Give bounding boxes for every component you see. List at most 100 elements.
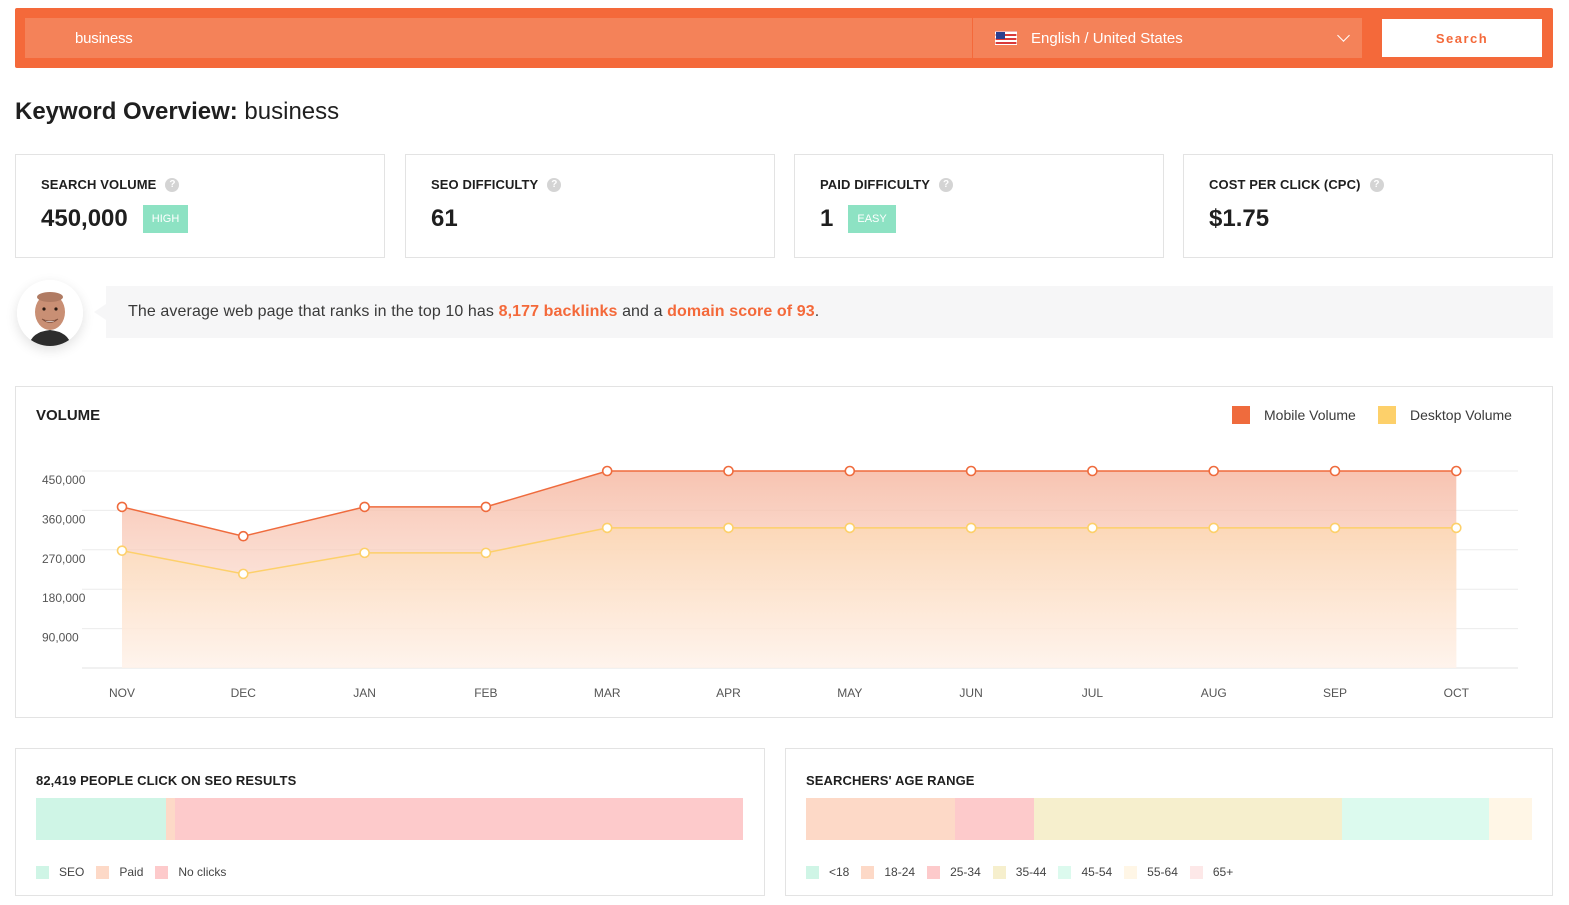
x-tick-label: NOV (109, 686, 135, 700)
mobile-volume-point (1329, 465, 1341, 477)
desktop-volume-point (116, 545, 128, 556)
desktop-volume-point (601, 522, 613, 534)
mobile-volume-point (723, 465, 734, 477)
difficulty-level-badge: EASY (848, 205, 896, 233)
legend-item: 55-64 (1124, 865, 1178, 879)
legend-item: SEO (36, 865, 84, 879)
legend-label: 35-44 (1015, 865, 1047, 879)
legend-mobile[interactable]: Mobile Volume (1232, 406, 1356, 424)
legend-desktop[interactable]: Desktop Volume (1378, 406, 1512, 424)
bar-segment (1489, 798, 1532, 840)
legend-label: <18 (829, 865, 850, 879)
x-tick-label: OCT (1444, 686, 1470, 700)
desktop-volume-point (1087, 522, 1098, 534)
bar-segment (1341, 798, 1490, 840)
legend-item: Paid (96, 865, 143, 879)
mobile-volume-point (359, 501, 370, 513)
legend-item: 18-24 (861, 865, 915, 879)
legend-swatch (806, 865, 819, 879)
y-tick-label: 90,000 (42, 631, 79, 645)
seo-clicks-legend: SEO Paid No clicks (36, 865, 238, 879)
language-select[interactable]: English / United States (973, 18, 1362, 58)
help-icon[interactable]: ? (939, 177, 954, 192)
desktop-volume-point (480, 547, 492, 559)
advisor-avatar (17, 280, 83, 346)
legend-swatch (1189, 865, 1203, 879)
help-icon[interactable]: ? (547, 177, 562, 192)
desktop-volume-point (1329, 522, 1341, 534)
paid-difficulty-label: PAID DIFFICULTY (820, 177, 931, 192)
desktop-volume-point (1451, 522, 1462, 534)
bar-segment (806, 798, 955, 840)
x-tick-label: JUN (959, 686, 982, 700)
tip-text-post: . (814, 303, 820, 320)
x-tick-label: JAN (353, 686, 376, 700)
cpc-value: $1.75 (1209, 205, 1270, 232)
legend-swatch (861, 865, 875, 879)
tip-text-mid: and a (622, 303, 663, 320)
legend-label: 55-64 (1147, 865, 1178, 879)
desktop-volume-point (238, 568, 249, 580)
seo-difficulty-value: 61 (431, 205, 458, 232)
volume-title: VOLUME (36, 407, 101, 424)
legend-label: No clicks (178, 865, 227, 879)
x-tick-label: JUL (1082, 686, 1104, 700)
legend-item: <18 (806, 865, 849, 879)
legend-swatch (36, 865, 49, 879)
mobile-volume-point (116, 501, 128, 513)
seo-clicks-panel: 82,419 PEOPLE CLICK ON SEO RESULTS SEO Pa… (15, 748, 765, 896)
seo-clicks-bar (36, 798, 743, 840)
y-tick-label: 450,000 (42, 473, 86, 487)
mobile-volume-point (601, 465, 613, 477)
keyword-search-input[interactable]: business (25, 18, 972, 58)
x-tick-label: DEC (231, 686, 257, 700)
y-tick-label: 360,000 (42, 512, 86, 526)
seo-difficulty-card: SEO DIFFICULTY? 61 (405, 154, 775, 258)
legend-item: 25-34 (927, 865, 981, 879)
mobile-volume-point (238, 530, 249, 542)
mobile-volume-point (1087, 465, 1098, 477)
x-tick-label: MAR (594, 686, 621, 700)
search-volume-value: 450,000 (41, 205, 128, 232)
legend-swatch (96, 865, 110, 879)
legend-label: Paid (119, 865, 144, 879)
x-tick-label: MAY (837, 686, 862, 700)
legend-label: Desktop Volume (1410, 407, 1512, 423)
legend-label: 65+ (1212, 865, 1234, 879)
us-flag-icon (995, 31, 1017, 45)
desktop-volume-area (122, 527, 1457, 668)
help-icon[interactable]: ? (165, 177, 180, 192)
page-title-label: Keyword Overview: (15, 98, 238, 125)
cpc-card: COST PER CLICK (CPC)? $1.75 (1183, 154, 1553, 258)
y-tick-label: 180,000 (42, 591, 86, 605)
legend-item: 45-54 (1058, 865, 1112, 879)
mobile-volume-point (965, 465, 977, 477)
legend-swatch (155, 865, 169, 879)
bar-segment (36, 798, 167, 840)
avatar-portrait-icon (17, 280, 83, 346)
mobile-volume-line (121, 470, 1457, 538)
desktop-volume-line (121, 527, 1457, 575)
tip-backlinks: 8,177 backlinks (498, 303, 618, 320)
x-tick-label: APR (716, 686, 741, 700)
legend-label: Mobile Volume (1264, 407, 1356, 423)
volume-chart-panel: VOLUME Mobile Volume Desktop Volume 450,… (15, 386, 1553, 718)
legend-swatch (1232, 406, 1250, 424)
search-button[interactable]: Search (1382, 19, 1542, 57)
mobile-volume-point (480, 501, 492, 513)
legend-label: SEO (59, 865, 85, 879)
volume-chart: 450,000 360,000 270,000 180,000 90,000 NOV DEC… (42, 465, 1518, 700)
help-icon[interactable]: ? (1369, 177, 1384, 192)
legend-swatch (992, 865, 1006, 879)
ranking-tip: The average web page that ranks in the t… (94, 286, 1553, 338)
seo-clicks-title: 82,419 PEOPLE CLICK ON SEO RESULTS (36, 773, 297, 788)
legend-swatch (927, 865, 941, 879)
volume-level-badge: HIGH (142, 205, 189, 233)
desktop-volume-point (723, 522, 734, 534)
y-tick-label: 270,000 (42, 552, 86, 566)
mobile-volume-point (1451, 465, 1462, 477)
x-tick-label: FEB (474, 686, 497, 700)
desktop-volume-point (1208, 522, 1219, 534)
search-volume-label: SEARCH VOLUME (41, 177, 157, 192)
search-bar: business English / United States Search (15, 8, 1553, 68)
